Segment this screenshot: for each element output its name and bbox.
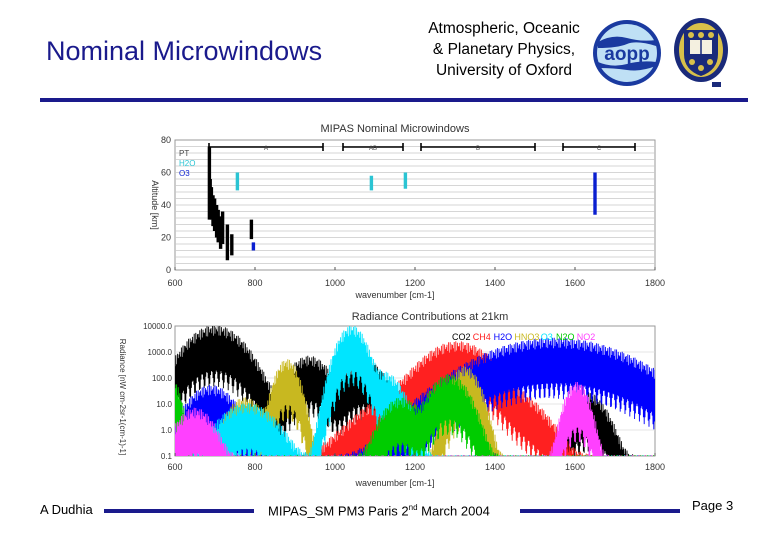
radiance-line-ch4 bbox=[175, 341, 651, 456]
window-bar-pt-4 bbox=[212, 198, 217, 231]
window-bar-pt-8 bbox=[220, 211, 225, 244]
footer-meeting-suffix: March 2004 bbox=[417, 503, 490, 519]
aopp-logo-wave-top bbox=[598, 36, 656, 48]
band-label-2: B bbox=[476, 146, 480, 152]
page-number: Page 3 bbox=[692, 498, 734, 513]
crest-tm-mark bbox=[712, 82, 721, 87]
y-tick-label-1: 20 bbox=[161, 233, 171, 243]
legend-ch4: CH4 bbox=[473, 332, 491, 342]
x-tick-label-5: 1600 bbox=[565, 462, 585, 472]
window-bar-h2o-1 bbox=[369, 175, 374, 191]
y-tick-label-2: 40 bbox=[161, 200, 171, 210]
legend-h2o: H2O bbox=[494, 332, 513, 342]
x-tick-label-4: 1400 bbox=[485, 278, 505, 288]
x-tick-label-3: 1200 bbox=[405, 462, 425, 472]
x-axis-label: wavenumber [cm-1] bbox=[354, 290, 434, 300]
crest-crown-2 bbox=[698, 32, 704, 38]
y-tick-label-1: 1.0 bbox=[161, 426, 173, 435]
x-tick-label-4: 1400 bbox=[485, 462, 505, 472]
aopp-logo-text: aopp bbox=[604, 44, 649, 65]
window-bar-pt-7 bbox=[218, 216, 223, 249]
crest-crown-1 bbox=[688, 32, 694, 38]
band-label-3: C bbox=[597, 146, 602, 152]
footer-rule-left bbox=[104, 509, 254, 513]
window-bar-h2o-2 bbox=[403, 172, 408, 189]
slide-title: Nominal Microwindows bbox=[46, 36, 323, 66]
y-tick-label-3: 100.0 bbox=[152, 374, 173, 383]
window-bar-pt-11 bbox=[249, 219, 254, 240]
x-axis-label: wavenumber [cm-1] bbox=[354, 478, 434, 488]
crest-crown-4 bbox=[689, 59, 695, 65]
y-tick-label-0: 0 bbox=[166, 265, 171, 275]
crest-crown-5 bbox=[707, 59, 713, 65]
chart-title: Radiance Contributions at 21km bbox=[352, 311, 509, 323]
y-tick-label-4: 1000.0 bbox=[148, 348, 173, 357]
band-label-1: AB bbox=[369, 146, 377, 152]
y-tick-label-2: 10.0 bbox=[156, 400, 172, 409]
aopp-logo-wave-bottom bbox=[598, 61, 656, 71]
footer-meeting: MIPAS_SM PM3 Paris 2nd March 2004 bbox=[268, 503, 490, 518]
legend-n2o: N2O bbox=[556, 332, 575, 342]
legend-o3: O3 bbox=[179, 169, 190, 178]
x-tick-label-1: 800 bbox=[247, 278, 262, 288]
header-rule bbox=[40, 98, 748, 102]
y-tick-label-5: 10000.0 bbox=[143, 322, 172, 331]
radiance-series-group bbox=[175, 326, 655, 456]
x-tick-label-6: 1800 bbox=[645, 278, 665, 288]
window-bar-h2o-0 bbox=[235, 172, 240, 191]
x-tick-label-1: 800 bbox=[247, 462, 262, 472]
radiance-line-hno3 bbox=[175, 359, 654, 456]
institution-line-1: Atmospheric, Oceanic bbox=[428, 20, 580, 37]
institution-line-2: & Planetary Physics, bbox=[432, 41, 576, 58]
x-tick-label-5: 1600 bbox=[565, 278, 585, 288]
radiance-line-co2 bbox=[175, 326, 654, 456]
window-bar-pt-10 bbox=[230, 234, 234, 256]
x-tick-label-2: 1000 bbox=[325, 278, 345, 288]
author-name: A Dudhia bbox=[40, 502, 93, 517]
window-bar-o3-1 bbox=[593, 172, 597, 215]
radiance-chart: 600 800 1000 1200 1400 1600 1800 0.1 1.0 10.0 100.… bbox=[118, 311, 665, 488]
legend-h2o: H2O bbox=[179, 159, 195, 168]
x-tick-label-0: 600 bbox=[167, 462, 182, 472]
crest-crown-6 bbox=[698, 65, 704, 71]
oxford-crest-logo bbox=[674, 18, 728, 87]
legend-pt: PT bbox=[179, 149, 189, 158]
crest-crown-3 bbox=[708, 32, 714, 38]
x-tick-label-2: 1000 bbox=[325, 462, 345, 472]
window-bar-o3-0 bbox=[251, 242, 256, 251]
y-tick-label-3: 60 bbox=[161, 168, 171, 178]
institution-line-3: University of Oxford bbox=[435, 62, 573, 79]
legend-co2: CO2 bbox=[452, 332, 471, 342]
x-tick-label-3: 1200 bbox=[405, 278, 425, 288]
legend-hno3: HNO3 bbox=[514, 332, 539, 342]
legend-o3: O3 bbox=[541, 332, 553, 342]
x-tick-label-6: 1800 bbox=[645, 462, 665, 472]
y-tick-label-4: 80 bbox=[161, 135, 171, 145]
radiance-line-no2 bbox=[175, 381, 654, 456]
aopp-logo: aopp bbox=[593, 20, 661, 86]
y-axis-label: Altitude [km] bbox=[150, 180, 160, 230]
radiance-line-n2o bbox=[175, 374, 655, 456]
x-tick-label-0: 600 bbox=[167, 278, 182, 288]
legend-no2: NO2 bbox=[577, 332, 596, 342]
chart-title: MIPAS Nominal Microwindows bbox=[321, 123, 470, 135]
window-bar-pt-9 bbox=[225, 224, 230, 261]
y-axis-label: Radiance [nW cm-2sr-1(cm-1)-1] bbox=[118, 339, 127, 455]
institution-name: Atmospheric, Oceanic & Planetary Physics… bbox=[404, 18, 604, 81]
window-bar-pt-6 bbox=[216, 209, 220, 243]
band-label-0: A bbox=[264, 146, 268, 152]
footer-meeting-suffix-sup: nd bbox=[408, 503, 418, 512]
footer-rule-right bbox=[520, 509, 680, 513]
y-tick-label-0: 0.1 bbox=[161, 452, 173, 461]
footer-meeting-prefix: MIPAS_SM PM3 Paris 2 bbox=[268, 503, 409, 519]
